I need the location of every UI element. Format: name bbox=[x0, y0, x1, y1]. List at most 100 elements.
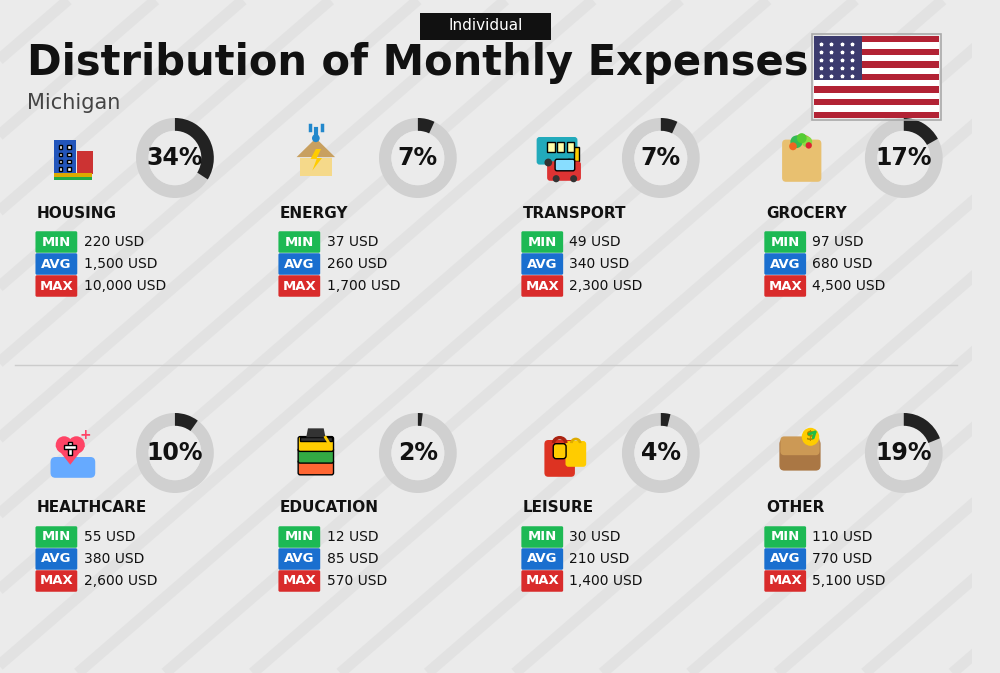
FancyBboxPatch shape bbox=[764, 548, 806, 570]
FancyBboxPatch shape bbox=[764, 570, 806, 592]
Wedge shape bbox=[379, 118, 457, 198]
Text: 110 USD: 110 USD bbox=[812, 530, 873, 544]
FancyBboxPatch shape bbox=[764, 232, 806, 253]
Wedge shape bbox=[175, 118, 214, 180]
FancyBboxPatch shape bbox=[814, 67, 939, 74]
FancyBboxPatch shape bbox=[35, 275, 77, 297]
Wedge shape bbox=[865, 413, 943, 493]
Text: 17%: 17% bbox=[876, 146, 932, 170]
Wedge shape bbox=[904, 413, 940, 443]
Wedge shape bbox=[904, 118, 938, 145]
FancyBboxPatch shape bbox=[67, 160, 71, 164]
FancyBboxPatch shape bbox=[35, 548, 77, 570]
Wedge shape bbox=[418, 118, 434, 133]
Text: MAX: MAX bbox=[282, 575, 316, 588]
Text: 380 USD: 380 USD bbox=[84, 552, 144, 566]
Wedge shape bbox=[865, 118, 943, 198]
Text: MIN: MIN bbox=[528, 236, 557, 248]
Text: MAX: MAX bbox=[282, 279, 316, 293]
FancyBboxPatch shape bbox=[814, 112, 939, 118]
FancyBboxPatch shape bbox=[51, 457, 95, 478]
FancyBboxPatch shape bbox=[521, 548, 563, 570]
FancyBboxPatch shape bbox=[547, 142, 555, 151]
Circle shape bbox=[802, 428, 819, 446]
FancyBboxPatch shape bbox=[814, 74, 939, 80]
FancyBboxPatch shape bbox=[814, 61, 939, 67]
Circle shape bbox=[148, 426, 201, 481]
Circle shape bbox=[148, 131, 201, 185]
FancyBboxPatch shape bbox=[64, 445, 76, 448]
Wedge shape bbox=[136, 118, 214, 198]
FancyBboxPatch shape bbox=[553, 444, 566, 459]
FancyBboxPatch shape bbox=[298, 460, 334, 474]
Text: 770 USD: 770 USD bbox=[812, 552, 873, 566]
Circle shape bbox=[806, 142, 812, 149]
FancyBboxPatch shape bbox=[544, 440, 575, 476]
FancyBboxPatch shape bbox=[779, 439, 821, 470]
Text: 2,300 USD: 2,300 USD bbox=[569, 279, 643, 293]
FancyBboxPatch shape bbox=[278, 570, 320, 592]
FancyBboxPatch shape bbox=[537, 137, 577, 165]
Text: Michigan: Michigan bbox=[27, 93, 121, 113]
Circle shape bbox=[877, 131, 930, 185]
Circle shape bbox=[797, 133, 807, 143]
Text: MIN: MIN bbox=[42, 530, 71, 544]
FancyBboxPatch shape bbox=[67, 167, 71, 170]
Text: HEALTHCARE: HEALTHCARE bbox=[37, 501, 147, 516]
FancyBboxPatch shape bbox=[567, 142, 574, 151]
Polygon shape bbox=[300, 158, 332, 176]
Text: 260 USD: 260 USD bbox=[327, 257, 387, 271]
Circle shape bbox=[553, 175, 560, 182]
Wedge shape bbox=[379, 413, 457, 493]
Text: MIN: MIN bbox=[285, 530, 314, 544]
Circle shape bbox=[312, 134, 320, 142]
Text: 10%: 10% bbox=[147, 441, 203, 465]
Wedge shape bbox=[622, 118, 700, 198]
Text: 12 USD: 12 USD bbox=[327, 530, 378, 544]
Text: AVG: AVG bbox=[527, 553, 558, 565]
Text: ENERGY: ENERGY bbox=[280, 205, 348, 221]
Polygon shape bbox=[311, 149, 322, 170]
FancyBboxPatch shape bbox=[35, 232, 77, 253]
FancyBboxPatch shape bbox=[298, 437, 334, 452]
Text: MIN: MIN bbox=[528, 530, 557, 544]
Text: 4%: 4% bbox=[641, 441, 681, 465]
Text: MAX: MAX bbox=[525, 279, 559, 293]
Wedge shape bbox=[661, 413, 670, 427]
FancyBboxPatch shape bbox=[521, 232, 563, 253]
Circle shape bbox=[391, 131, 444, 185]
FancyBboxPatch shape bbox=[782, 139, 821, 182]
Text: 340 USD: 340 USD bbox=[569, 257, 630, 271]
FancyBboxPatch shape bbox=[278, 253, 320, 275]
FancyBboxPatch shape bbox=[35, 526, 77, 548]
Text: 2%: 2% bbox=[398, 441, 438, 465]
Text: LEISURE: LEISURE bbox=[523, 501, 594, 516]
Text: GROCERY: GROCERY bbox=[766, 205, 847, 221]
FancyBboxPatch shape bbox=[59, 160, 62, 164]
FancyBboxPatch shape bbox=[54, 140, 76, 174]
FancyBboxPatch shape bbox=[278, 526, 320, 548]
FancyBboxPatch shape bbox=[814, 80, 939, 86]
FancyBboxPatch shape bbox=[521, 570, 563, 592]
Circle shape bbox=[565, 159, 573, 166]
Text: EDUCATION: EDUCATION bbox=[280, 501, 379, 516]
Text: AVG: AVG bbox=[41, 553, 72, 565]
Text: 1,700 USD: 1,700 USD bbox=[327, 279, 400, 293]
FancyBboxPatch shape bbox=[521, 275, 563, 297]
Text: Distribution of Monthly Expenses: Distribution of Monthly Expenses bbox=[27, 42, 809, 84]
Text: 5,100 USD: 5,100 USD bbox=[812, 574, 886, 588]
Text: HOUSING: HOUSING bbox=[37, 205, 117, 221]
Text: MAX: MAX bbox=[39, 279, 73, 293]
Text: 4,500 USD: 4,500 USD bbox=[812, 279, 886, 293]
FancyBboxPatch shape bbox=[780, 436, 820, 455]
Text: AVG: AVG bbox=[284, 258, 315, 271]
FancyBboxPatch shape bbox=[521, 526, 563, 548]
FancyBboxPatch shape bbox=[278, 275, 320, 297]
Text: MAX: MAX bbox=[768, 279, 802, 293]
Polygon shape bbox=[297, 138, 335, 157]
FancyBboxPatch shape bbox=[67, 145, 71, 149]
FancyBboxPatch shape bbox=[764, 253, 806, 275]
Text: AVG: AVG bbox=[527, 258, 558, 271]
Text: AVG: AVG bbox=[770, 258, 800, 271]
Text: 19%: 19% bbox=[876, 441, 932, 465]
